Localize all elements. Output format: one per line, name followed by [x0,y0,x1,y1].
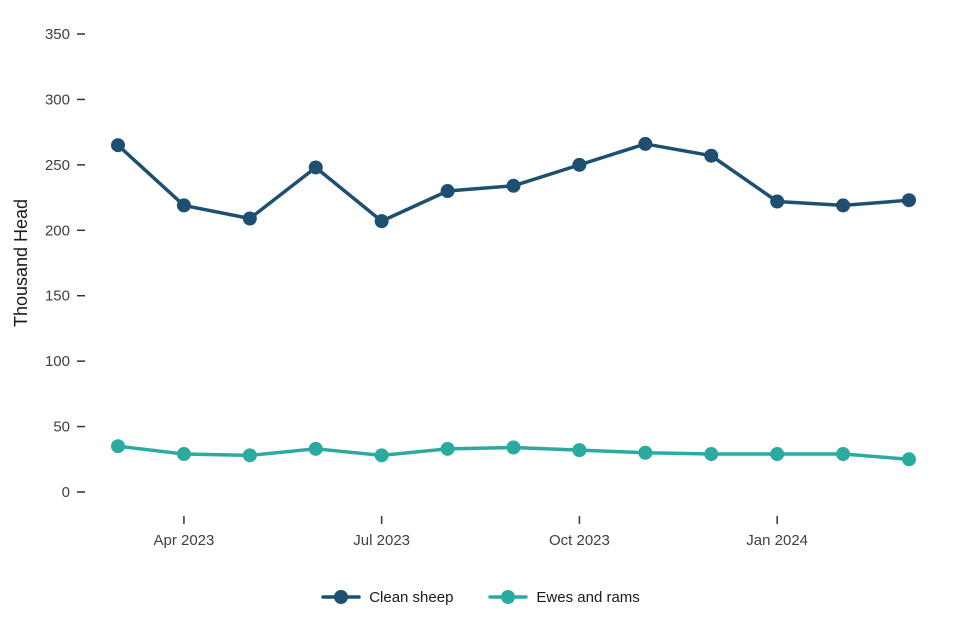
x-tick-label: Oct 2023 [549,532,610,549]
data-point-clean-sheep [704,148,719,163]
data-point-clean-sheep [308,160,323,175]
series-clean-sheep [111,136,916,229]
y-tick-label: 50 [53,419,70,436]
y-tick-label: 100 [45,353,70,370]
chart-plot-area: 0 50 100 150 200 250 300 350 Apr 2023 Jul 2023 Oct… [45,26,916,549]
legend-label-ewes-and-rams: Ewes and rams [536,588,640,606]
legend-marker-clean-sheep [321,590,361,604]
y-tick-label: 200 [45,222,70,239]
x-tick-label: Apr 2023 [153,532,214,549]
data-point-ewes-and-rams [308,441,323,456]
data-point-ewes-and-rams [572,443,587,458]
legend-label-clean-sheep: Clean sheep [369,588,454,606]
data-point-ewes-and-rams [176,447,191,462]
legend-dot-ewes-and-rams [501,590,516,604]
data-point-clean-sheep [374,214,389,229]
chart-legend: Clean sheep Ewes and rams [0,588,960,606]
data-point-ewes-and-rams [770,447,785,462]
data-point-ewes-and-rams [506,440,521,455]
data-point-ewes-and-rams [638,445,653,460]
data-point-clean-sheep [242,211,257,226]
y-tick-label: 300 [45,91,70,108]
data-point-ewes-and-rams [374,448,389,463]
data-point-clean-sheep [902,193,916,208]
data-point-clean-sheep [770,194,785,209]
data-point-clean-sheep [111,138,125,153]
data-point-ewes-and-rams [902,452,916,467]
data-point-clean-sheep [638,136,653,151]
legend-dot-clean-sheep [334,590,349,604]
x-tick-label: Jul 2023 [353,532,410,549]
data-point-clean-sheep [440,184,455,199]
data-point-ewes-and-rams [836,447,851,462]
data-point-ewes-and-rams [111,439,125,454]
data-point-ewes-and-rams [704,447,719,462]
data-point-ewes-and-rams [242,448,257,463]
legend-item-ewes-and-rams: Ewes and rams [487,588,640,606]
legend-item-clean-sheep: Clean sheep [320,588,453,606]
series-ewes-and-rams [111,439,916,467]
y-tick-label: 250 [45,157,70,174]
y-tick-label: 150 [45,288,70,305]
data-point-ewes-and-rams [440,441,455,456]
data-point-clean-sheep [572,157,587,172]
x-tick-label: Jan 2024 [746,532,808,549]
y-tick-label: 350 [45,26,70,43]
y-tick-label: 0 [62,484,70,501]
legend-marker-ewes-and-rams [488,590,529,604]
data-point-clean-sheep [176,198,191,213]
data-point-clean-sheep [836,198,851,213]
data-point-clean-sheep [506,178,521,193]
